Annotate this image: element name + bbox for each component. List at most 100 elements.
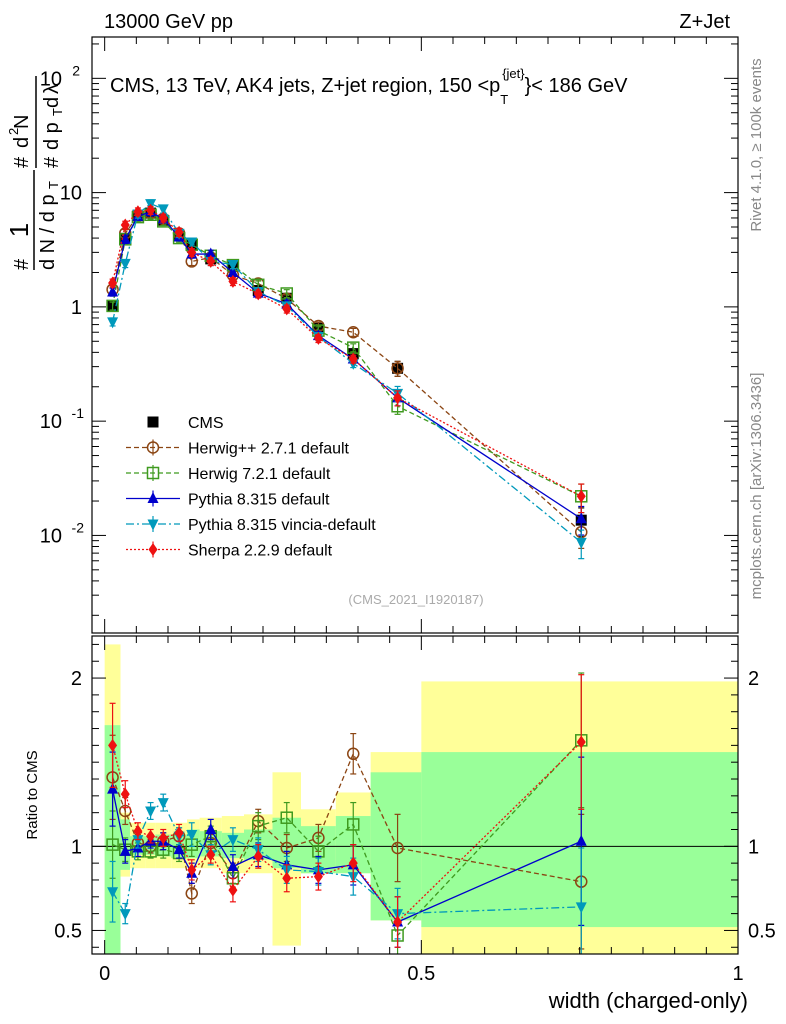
ratio-point [391, 841, 404, 855]
ratio-point [228, 883, 238, 897]
legend-label: Pythia 8.315 default [188, 492, 330, 509]
svg-text:N: N [11, 115, 33, 129]
ratio-point [107, 782, 119, 794]
series-line [111, 212, 582, 533]
data-point [106, 299, 119, 313]
ratio-point [576, 735, 586, 749]
ratio-point [280, 811, 293, 824]
ratio-error-bar [350, 732, 357, 775]
ratio-point [108, 738, 118, 752]
process-label: Z+Jet [679, 11, 730, 33]
ratio-point [393, 915, 403, 929]
ratio-point [185, 887, 198, 900]
data-point [575, 537, 587, 549]
svg-text:#: # [11, 258, 33, 270]
ratio-point [119, 844, 131, 856]
data-point [186, 237, 198, 249]
data-point [393, 391, 403, 405]
ratio-y-tick-label: 0.5 [54, 920, 82, 942]
ratio-point [313, 870, 323, 884]
data-point [348, 352, 358, 366]
ratio-point [119, 909, 131, 921]
legend-marker [147, 519, 159, 531]
data-point [146, 203, 156, 217]
ratio-point [107, 887, 119, 899]
ratio-y-tick-label: 1 [71, 836, 82, 858]
y-tick-label: 10 [40, 411, 62, 433]
svg-text:2: 2 [6, 128, 21, 135]
ratio-point [205, 822, 217, 834]
svg-text:T: T [46, 181, 61, 189]
data-point [107, 285, 119, 297]
ratio-point [227, 835, 239, 847]
ratio-point [186, 830, 198, 842]
y-tick-exponent: -2 [72, 519, 85, 535]
legend-marker [148, 543, 158, 556]
legend-label: Pythia 8.315 vincia-default [188, 517, 376, 534]
ratio-point [132, 835, 144, 847]
series-line [111, 202, 582, 543]
data-point [157, 204, 169, 216]
x-tick-label: 0.5 [407, 963, 435, 985]
legend-marker [146, 441, 160, 454]
ratio-point [575, 834, 587, 846]
y-tick-label: 10 [60, 183, 82, 205]
ratio-point [252, 819, 265, 833]
svg-text:1: 1 [4, 223, 34, 237]
ratio-point [146, 829, 156, 843]
legend-label: Herwig 7.2.1 default [188, 466, 331, 483]
data-point [174, 225, 184, 239]
svg-text:d: d [41, 97, 63, 108]
svg-text:d N / d p: d N / d p [37, 194, 59, 270]
ratio-y-tick-label-right: 1 [748, 836, 759, 858]
data-point [227, 265, 239, 277]
error-bar [350, 327, 357, 337]
main-plot-title: CMS, 13 TeV, AK4 jets, Z+jet region, 150… [110, 66, 628, 107]
main-plot-frame [91, 36, 739, 634]
data-point [205, 247, 217, 259]
main-y-axis-title: # 1 d N / d p T # d 2 N # d p T d λ [4, 76, 65, 270]
svg-text:d p: d p [41, 122, 63, 150]
data-point [107, 317, 119, 329]
svg-text:T: T [50, 108, 65, 116]
ratio-point [173, 843, 185, 855]
ratio-point [575, 902, 587, 914]
ratio-point [253, 849, 263, 863]
ratio-point [174, 826, 184, 840]
ratio-error-bar [283, 801, 290, 834]
y-tick-exponent: 2 [72, 62, 80, 78]
ratio-point [282, 871, 292, 885]
analysis-id-watermark: (CMS_2021_I1920187) [348, 592, 483, 607]
ratio-point [347, 818, 360, 831]
data-point [282, 302, 292, 316]
energy-label: 13000 GeV pp [104, 11, 233, 33]
svg-text:#: # [11, 156, 33, 168]
y-tick-exponent: -1 [72, 405, 85, 421]
ratio-y-tick-label: 2 [71, 668, 82, 690]
error-bar [350, 343, 357, 353]
legend-label: Herwig++ 2.7.1 default [188, 441, 350, 458]
data-point [187, 245, 197, 259]
svg-text:#: # [41, 156, 63, 168]
data-point [228, 274, 238, 288]
data-point [108, 276, 118, 290]
x-axis-title: width (charged-only) [548, 988, 748, 1013]
ratio-y-tick-label-right: 0.5 [748, 920, 776, 942]
rivet-version-label: Rivet 4.1.0, ≥ 100k events [748, 58, 765, 231]
legend-label: CMS [188, 415, 224, 432]
data-point [575, 512, 587, 524]
ratio-series-line [111, 741, 582, 924]
x-tick-label: 1 [732, 963, 743, 985]
x-tick-label: 0 [99, 963, 110, 985]
data-point [119, 232, 131, 244]
data-point [227, 259, 239, 271]
ratio-point [106, 838, 119, 851]
data-point [206, 254, 216, 268]
ratio-point [348, 856, 358, 870]
data-point [576, 489, 586, 503]
data-point [253, 287, 263, 301]
y-tick-label: 1 [71, 297, 82, 319]
y-tick-label: 10 [40, 68, 62, 90]
ratio-y-tick-label-right: 2 [748, 668, 759, 690]
